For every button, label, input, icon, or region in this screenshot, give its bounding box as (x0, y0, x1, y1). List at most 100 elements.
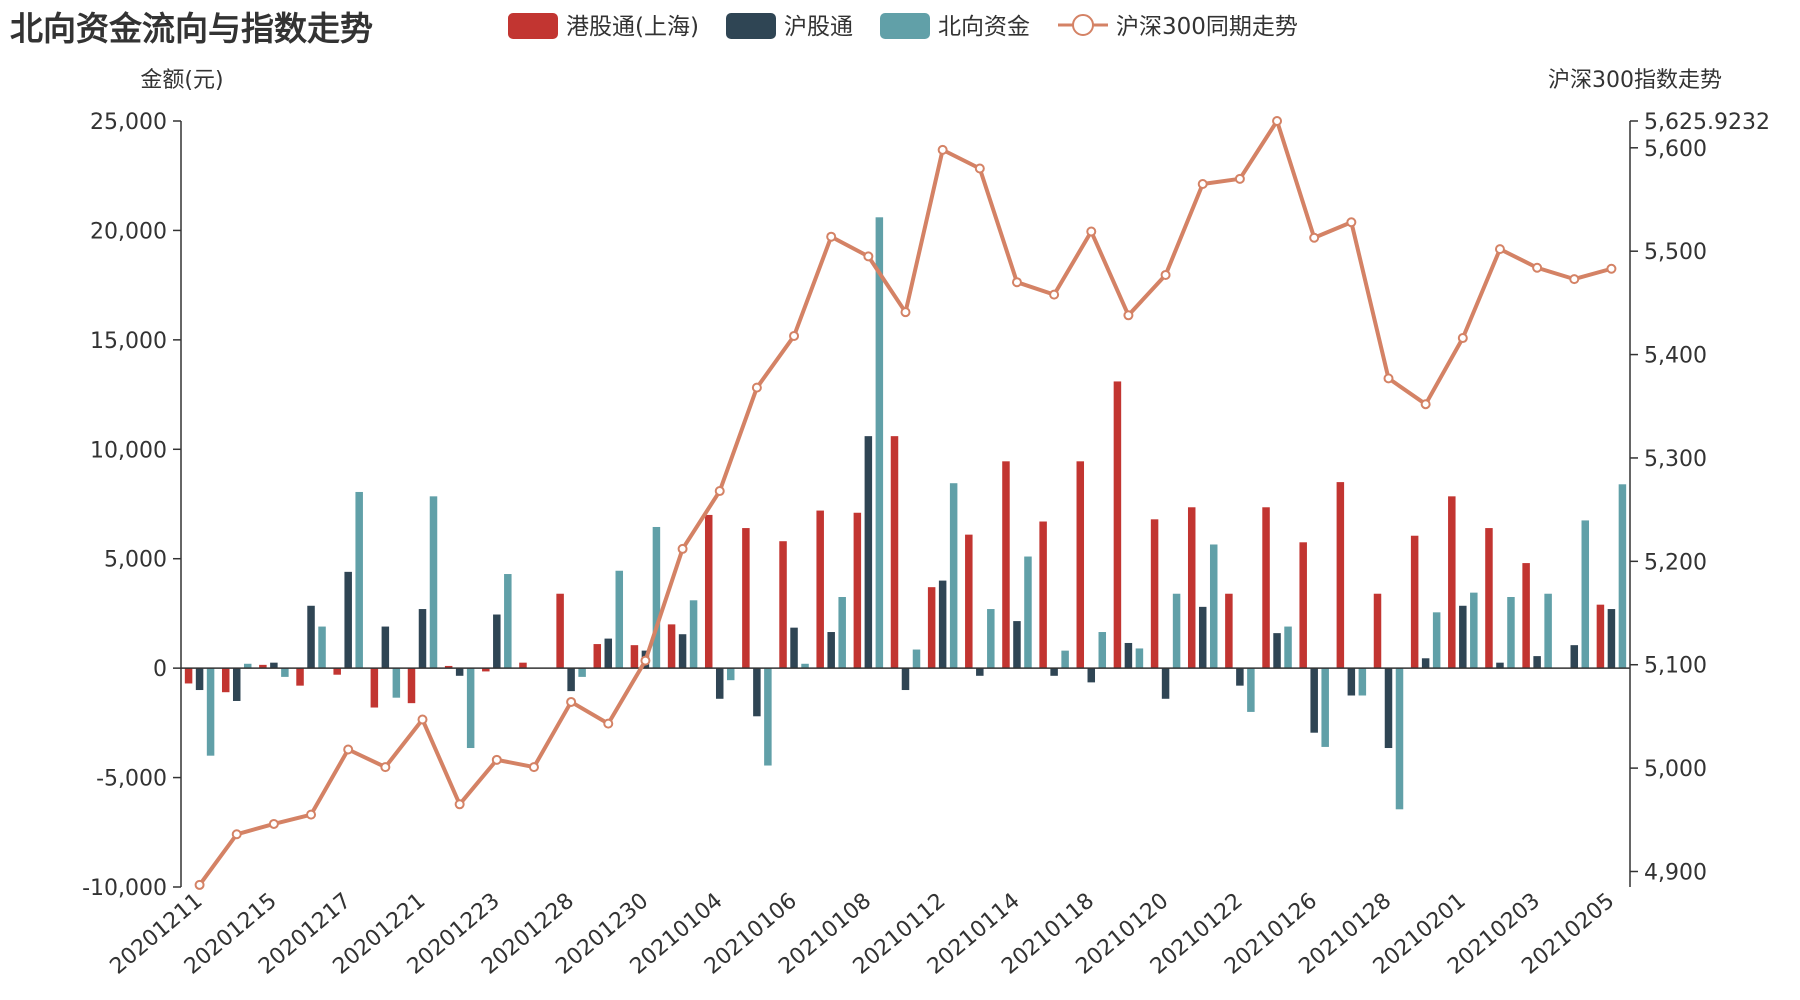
bar-1-20210202[interactable] (1496, 662, 1504, 669)
bar-2-20201211[interactable] (206, 668, 215, 756)
bar-2-20201217[interactable] (355, 491, 363, 669)
bar-0-20201224[interactable] (519, 662, 527, 669)
csi300-point-20210122[interactable] (1234, 173, 1245, 184)
bar-2-20210127[interactable] (1358, 668, 1367, 696)
bar-2-20201223[interactable] (504, 574, 512, 669)
bar-0-20210107[interactable] (816, 510, 824, 669)
legend-item-csi300[interactable]: 沪深300同期走势 (1058, 14, 1298, 40)
bar-0-20201221[interactable] (407, 668, 416, 704)
bar-2-20210106[interactable] (801, 663, 809, 669)
csi300-point-20201215[interactable] (268, 818, 279, 829)
bar-0-20210203[interactable] (1522, 563, 1530, 669)
csi300-point-20210202[interactable] (1494, 244, 1505, 255)
bar-1-20201215[interactable] (270, 662, 278, 669)
csi300-point-20201211[interactable] (194, 879, 205, 890)
bar-2-20210202[interactable] (1507, 597, 1515, 669)
csi300-point-20210105[interactable] (751, 382, 762, 393)
csi300-point-20210205[interactable] (1606, 263, 1617, 274)
bar-0-20210114[interactable] (1002, 461, 1010, 669)
bar-0-20210127[interactable] (1336, 482, 1345, 669)
bar-0-20210121[interactable] (1187, 507, 1196, 669)
csi300-point-20210115[interactable] (1049, 289, 1060, 300)
bar-0-20201211[interactable] (184, 668, 193, 684)
csi300-point-20210203[interactable] (1532, 262, 1543, 273)
bar-2-20201214[interactable] (243, 663, 252, 669)
csi300-point-20210126[interactable] (1309, 232, 1320, 243)
bar-2-20201228[interactable] (578, 668, 586, 677)
bar-0-20201228[interactable] (556, 593, 564, 669)
bar-0-20201229[interactable] (593, 644, 602, 669)
bar-1-20210119[interactable] (1124, 642, 1133, 669)
bar-2-20210114[interactable] (1024, 556, 1032, 669)
bar-0-20210115[interactable] (1039, 521, 1047, 669)
bar-0-20210128[interactable] (1373, 593, 1382, 669)
bar-1-20210104[interactable] (715, 668, 724, 699)
bar-1-20210125[interactable] (1273, 633, 1281, 669)
csi300-point-20201223[interactable] (491, 754, 502, 765)
csi300-point-20210119[interactable] (1123, 310, 1134, 321)
csi300-point-20210118[interactable] (1086, 226, 1097, 237)
bar-1-20210203[interactable] (1533, 656, 1541, 669)
bar-1-20201218[interactable] (381, 626, 390, 669)
bar-2-20201231[interactable] (689, 600, 698, 669)
bar-0-20210108[interactable] (853, 512, 862, 669)
bar-0-20210104[interactable] (704, 514, 713, 669)
bar-1-20210122[interactable] (1236, 668, 1244, 686)
bar-0-20210106[interactable] (779, 541, 787, 669)
bar-1-20210106[interactable] (790, 627, 798, 669)
bar-2-20210121[interactable] (1209, 544, 1218, 669)
bar-1-20210205[interactable] (1607, 609, 1616, 669)
bar-0-20210129[interactable] (1410, 535, 1419, 669)
bar-2-20210205[interactable] (1618, 484, 1627, 669)
bar-0-20210122[interactable] (1225, 593, 1233, 669)
bar-2-20210128[interactable] (1395, 668, 1404, 810)
bar-1-20210108[interactable] (864, 436, 873, 669)
bar-0-20201216[interactable] (296, 668, 304, 686)
bar-0-20210112[interactable] (927, 587, 936, 669)
bar-2-20201218[interactable] (392, 668, 401, 698)
bar-1-20210107[interactable] (827, 632, 835, 669)
bar-0-20210125[interactable] (1262, 507, 1270, 669)
bar-1-20201214[interactable] (232, 668, 241, 701)
csi300-point-20201230[interactable] (640, 655, 651, 666)
bar-1-20201231[interactable] (678, 634, 687, 669)
bar-0-20201230[interactable] (630, 645, 639, 669)
csi300-point-20210125[interactable] (1272, 116, 1283, 126)
bar-1-20210204[interactable] (1570, 645, 1579, 669)
bar-1-20210114[interactable] (1013, 621, 1021, 669)
bar-1-20201228[interactable] (567, 668, 575, 692)
bar-1-20201229[interactable] (604, 638, 613, 669)
bar-1-20210120[interactable] (1161, 668, 1170, 699)
bar-2-20210113[interactable] (987, 609, 995, 669)
bar-2-20210204[interactable] (1581, 520, 1590, 669)
bar-2-20210107[interactable] (838, 597, 846, 669)
bar-2-20210125[interactable] (1284, 626, 1292, 669)
bar-0-20201215[interactable] (259, 664, 267, 669)
bar-2-20210115[interactable] (1061, 650, 1069, 669)
bar-2-20210119[interactable] (1135, 648, 1144, 669)
bar-1-20210201[interactable] (1459, 605, 1467, 669)
bar-1-20201217[interactable] (344, 571, 352, 669)
bar-0-20201231[interactable] (667, 624, 676, 669)
csi300-point-20210106[interactable] (789, 330, 800, 341)
bar-0-20201222[interactable] (444, 665, 453, 669)
csi300-point-20201221[interactable] (417, 714, 428, 725)
bar-2-20210120[interactable] (1172, 593, 1181, 669)
bar-0-20201214[interactable] (221, 668, 230, 693)
bar-0-20210105[interactable] (742, 528, 750, 669)
bar-0-20210113[interactable] (965, 534, 973, 669)
bar-1-20201211[interactable] (195, 668, 204, 691)
legend-item-northbound[interactable]: 北向资金 (880, 13, 1030, 40)
bar-0-20201217[interactable] (333, 668, 341, 675)
bar-1-20210128[interactable] (1384, 668, 1393, 749)
bar-0-20210126[interactable] (1299, 542, 1307, 669)
bar-0-20210118[interactable] (1076, 461, 1085, 669)
bar-0-20201223[interactable] (482, 668, 490, 672)
bar-1-20210127[interactable] (1347, 668, 1356, 696)
csi300-point-20210120[interactable] (1160, 269, 1171, 280)
bar-2-20210122[interactable] (1247, 668, 1255, 712)
csi300-point-20201222[interactable] (454, 799, 465, 810)
bar-1-20201222[interactable] (455, 668, 464, 676)
bar-2-20210118[interactable] (1098, 632, 1107, 669)
csi300-point-20210114[interactable] (1011, 277, 1022, 288)
